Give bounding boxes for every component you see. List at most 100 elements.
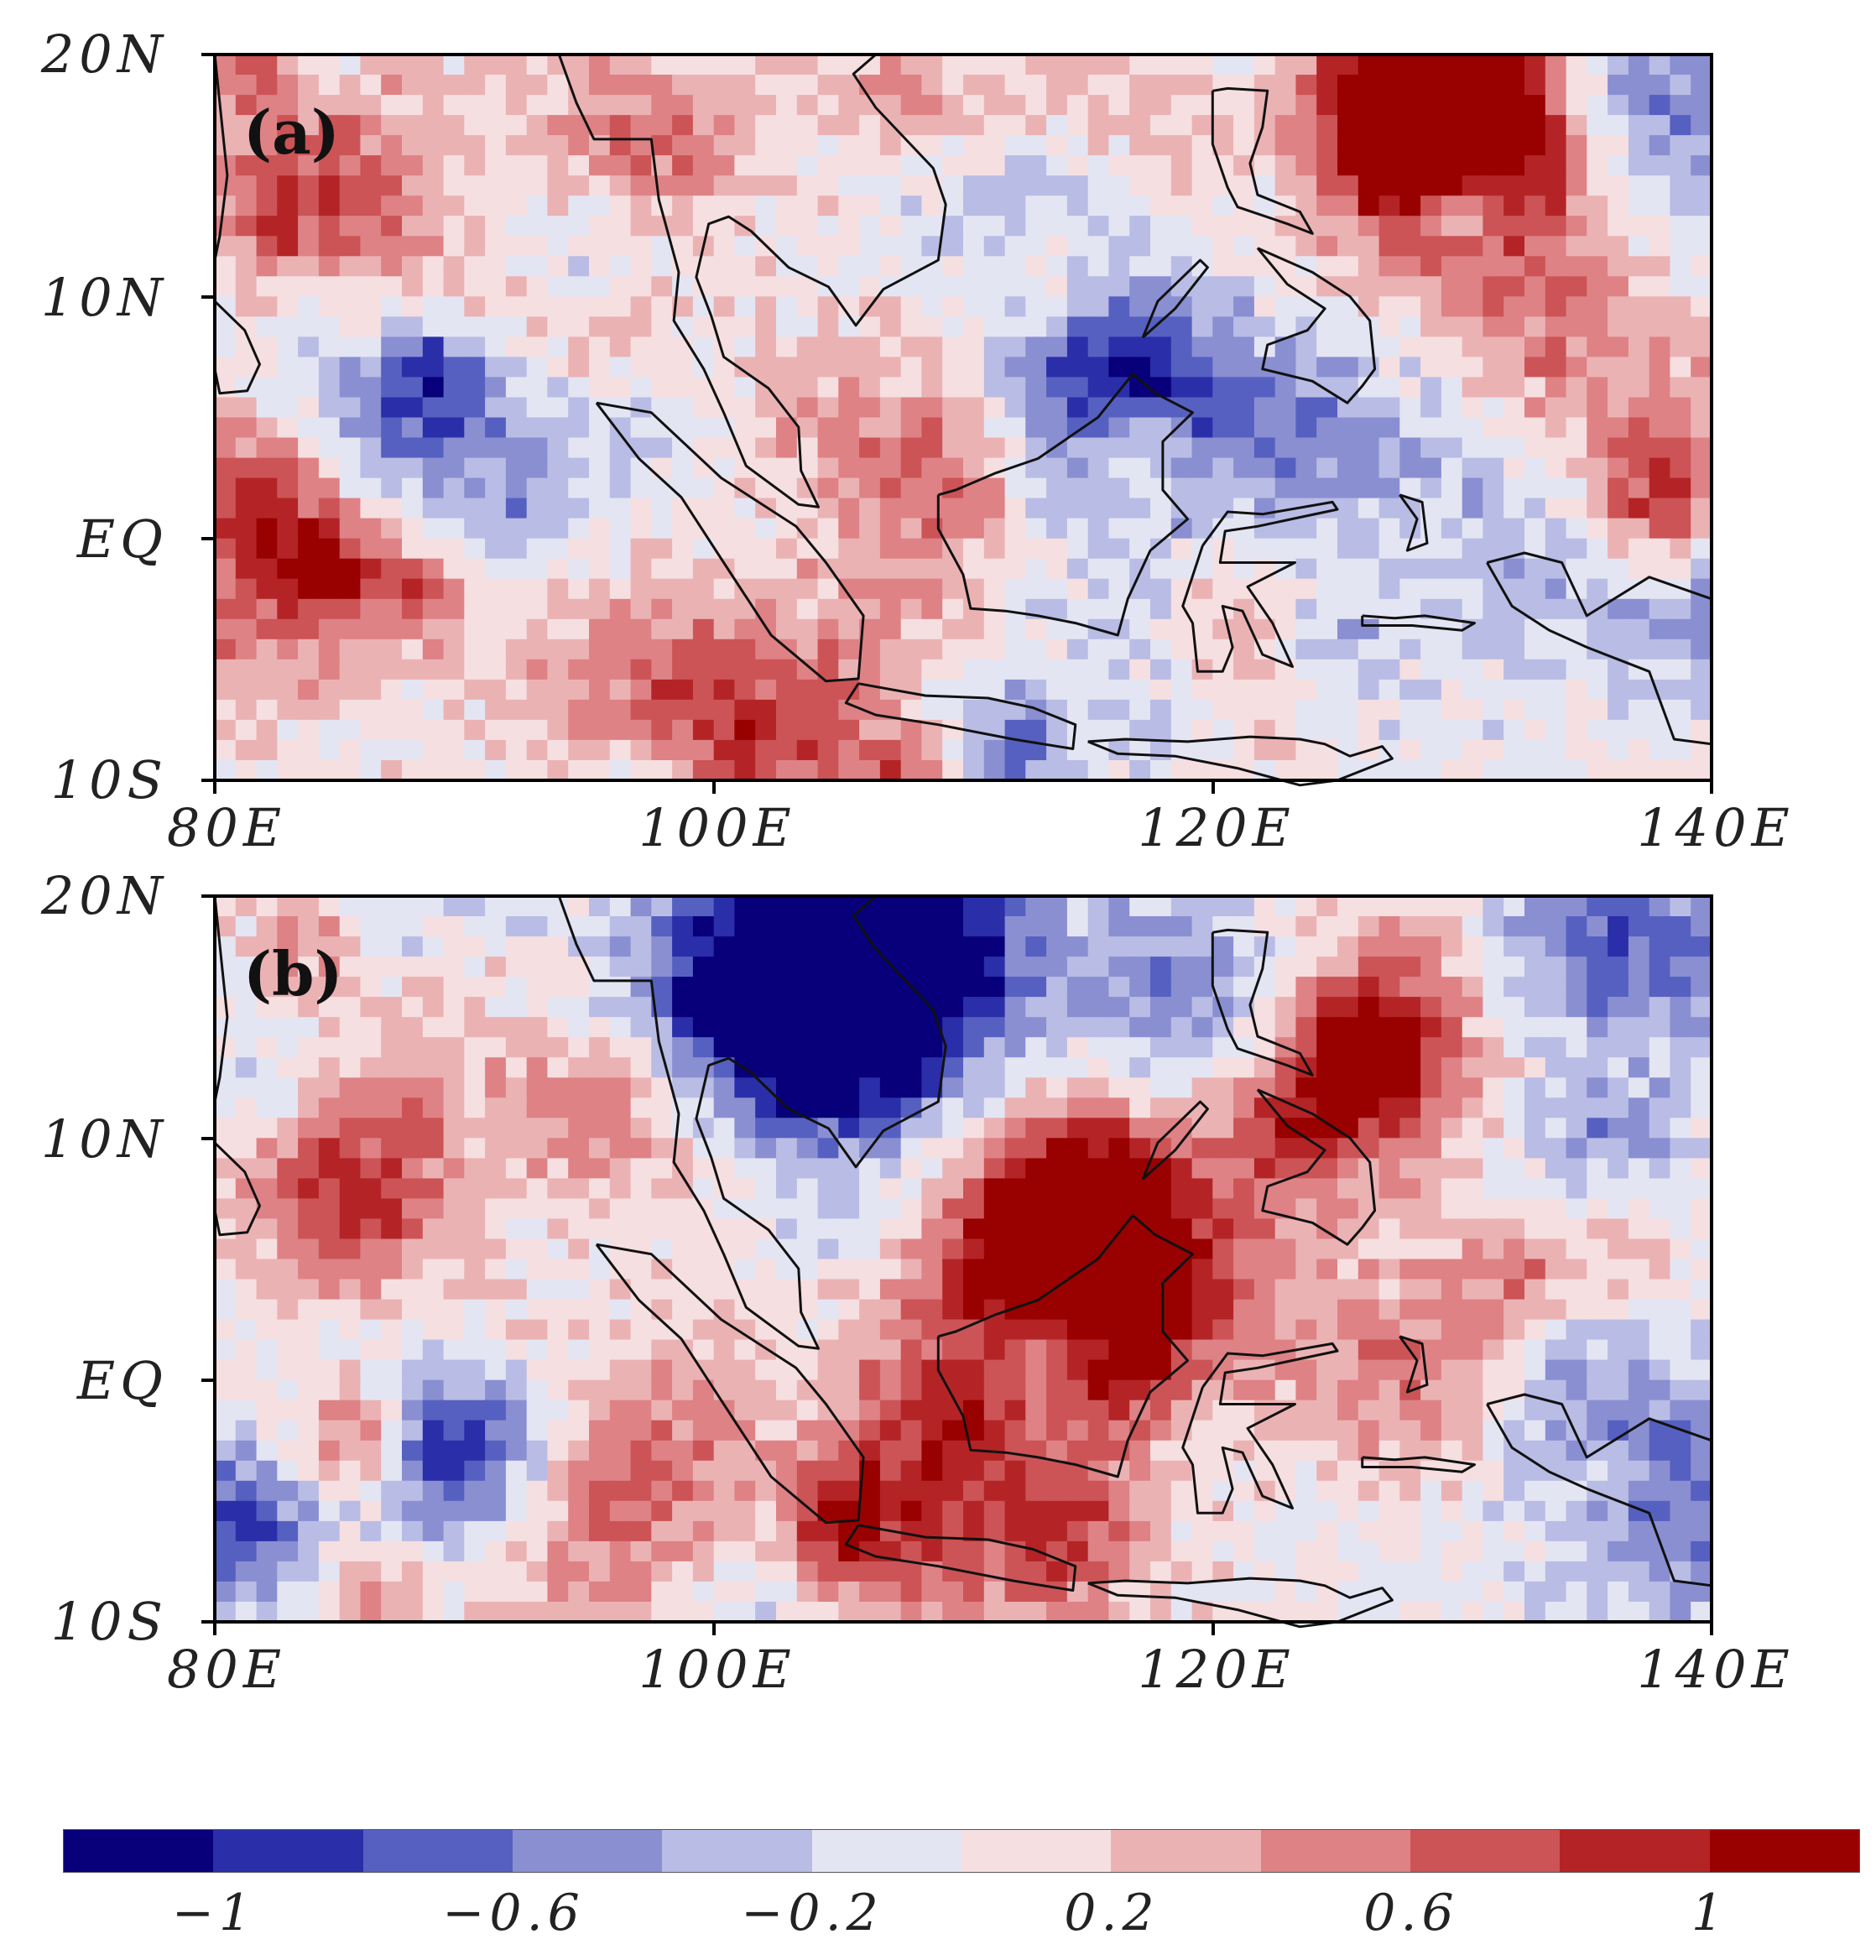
field-cell [755, 115, 777, 136]
field-cell [1025, 336, 1047, 358]
field-cell [879, 357, 902, 378]
field-cell [464, 236, 486, 258]
field-cell [817, 256, 840, 278]
field-cell [921, 397, 943, 419]
field-cell [1628, 1460, 1650, 1482]
field-cell [360, 1218, 382, 1240]
field-cell [1670, 175, 1691, 196]
field-cell [381, 760, 403, 781]
field-cell [963, 1540, 985, 1562]
field-cell [1337, 316, 1359, 338]
field-cell [1378, 1420, 1401, 1441]
field-cell [485, 1359, 507, 1381]
field-cell [485, 1520, 507, 1542]
field-cell [1357, 276, 1380, 298]
field-cell [1399, 1400, 1421, 1421]
field-cell [1628, 719, 1650, 741]
field-cell [1628, 558, 1650, 580]
field-cell [879, 1339, 902, 1361]
field-cell [776, 316, 798, 338]
field-cell [298, 276, 320, 298]
field-cell [734, 256, 756, 278]
field-cell [859, 357, 881, 378]
field-cell [900, 1500, 923, 1522]
field-cell [464, 896, 486, 917]
field-cell [256, 1057, 279, 1078]
field-cell [1170, 1540, 1193, 1562]
field-cell [1524, 95, 1546, 116]
field-cell [713, 598, 736, 620]
field-cell [983, 135, 1006, 156]
field-cell [1004, 1238, 1027, 1260]
field-cell [776, 195, 798, 216]
field-cell [1274, 397, 1297, 419]
field-cell [235, 216, 258, 237]
field-cell [1503, 236, 1525, 258]
field-cell [1150, 498, 1172, 519]
field-cell [1087, 357, 1110, 378]
field-cell [963, 457, 985, 479]
field-cell [713, 236, 736, 258]
field-cell [983, 1359, 1006, 1381]
field-cell [1524, 916, 1546, 937]
field-cell [879, 1138, 902, 1160]
field-cell [1150, 618, 1172, 640]
field-cell [589, 1299, 611, 1321]
field-cell [1046, 1299, 1068, 1321]
field-cell [402, 316, 424, 338]
field-cell [838, 377, 860, 399]
field-cell [568, 578, 590, 600]
field-cell [1587, 256, 1608, 278]
field-cell [1337, 1400, 1359, 1421]
field-cell [1170, 558, 1193, 580]
field-cell [1129, 216, 1151, 237]
field-cell [1441, 739, 1463, 761]
field-cell [505, 1057, 528, 1078]
field-cell [526, 417, 549, 439]
field-cell [505, 1118, 528, 1139]
field-cell [776, 538, 798, 560]
field-cell [713, 538, 736, 560]
field-cell [1649, 296, 1671, 318]
field-cell [1191, 55, 1214, 76]
field-cell [422, 1339, 445, 1361]
field-cell [1545, 639, 1567, 660]
field-cell [1357, 256, 1380, 278]
field-cell [983, 977, 1006, 998]
field-cell [464, 75, 486, 96]
field-cell [609, 1460, 632, 1482]
field-cell [1524, 498, 1546, 519]
field-cell [1337, 598, 1359, 620]
field-cell [318, 1158, 341, 1180]
field-cell [215, 357, 237, 378]
field-cell [298, 936, 320, 957]
field-cell [1108, 659, 1130, 680]
field-cell [1129, 55, 1151, 76]
field-cell [215, 1118, 237, 1139]
field-cell [1399, 1480, 1421, 1502]
field-cell [298, 538, 320, 560]
field-cell [859, 916, 881, 937]
field-cell [817, 1198, 840, 1220]
field-cell [1087, 1400, 1110, 1421]
field-cell [1503, 175, 1525, 196]
field-cell [900, 1158, 923, 1180]
field-cell [318, 578, 341, 600]
field-cell [589, 1178, 611, 1200]
field-cell [859, 1017, 881, 1038]
field-cell [1233, 679, 1255, 701]
field-cell [1274, 699, 1297, 721]
field-cell [983, 336, 1006, 358]
field-cell [609, 1540, 632, 1562]
field-cell [1004, 1077, 1027, 1099]
field-cell [568, 1178, 590, 1200]
field-cell [1503, 896, 1525, 917]
field-cell [1608, 977, 1629, 998]
field-cell [339, 477, 362, 499]
field-cell [900, 618, 923, 640]
field-cell [1150, 1218, 1172, 1240]
field-cell [318, 957, 341, 977]
field-cell [1503, 457, 1525, 479]
field-cell [402, 55, 424, 76]
field-cell [963, 977, 985, 998]
